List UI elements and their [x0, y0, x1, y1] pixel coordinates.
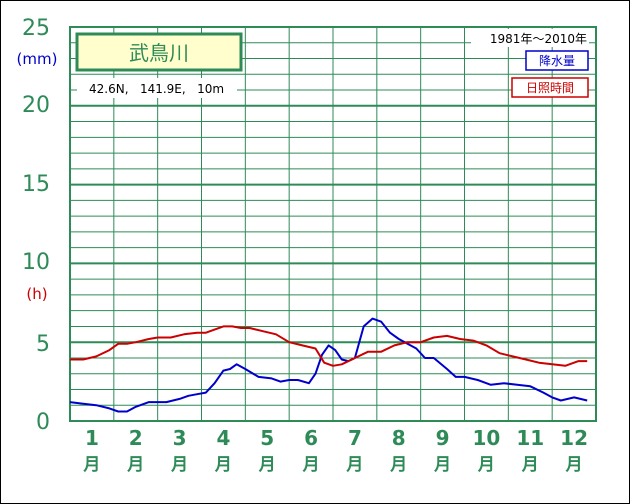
month-number-label: 12	[560, 426, 588, 450]
month-suffix-label: 月	[477, 455, 495, 475]
month-suffix-label: 月	[258, 455, 276, 475]
period-label: 1981年～2010年	[490, 32, 587, 46]
month-number-label: 7	[348, 426, 362, 450]
month-number-label: 2	[129, 426, 143, 450]
sun-series-line	[70, 325, 588, 367]
month-number-label: 5	[260, 426, 274, 450]
legend-rain-box	[525, 50, 589, 71]
chart-series	[69, 317, 588, 413]
y-tick-10: 10	[22, 250, 50, 275]
y-tick-0: 0	[36, 410, 50, 435]
month-number-label: 3	[173, 426, 187, 450]
rain-series-line	[69, 317, 588, 413]
month-suffix-label: 月	[521, 455, 539, 475]
month-suffix-label: 月	[433, 455, 451, 475]
y-tick-5: 5	[36, 332, 50, 357]
month-labels: 1 月 2 月 3 月 4 月 5 月 6 月 7 月 8 月 9 月 10 月 11 月 12 月	[82, 426, 588, 475]
month-number-label: 11	[516, 426, 544, 450]
month-suffix-label: 月	[214, 455, 232, 475]
period-box	[471, 29, 589, 47]
rain-unit-label: (mm)	[17, 50, 58, 68]
y-tick-25: 25	[22, 16, 50, 41]
y-tick-15: 15	[22, 172, 50, 197]
month-suffix-label: 月	[302, 455, 320, 475]
month-suffix-label: 月	[389, 455, 407, 475]
station-name-box	[75, 32, 243, 72]
month-number-label: 8	[392, 426, 406, 450]
month-suffix-label: 月	[565, 455, 583, 475]
y-tick-20: 20	[22, 93, 50, 118]
sun-unit-label: (h)	[26, 285, 47, 303]
month-suffix-label: 月	[82, 455, 100, 475]
month-number-label: 9	[436, 426, 450, 450]
month-suffix-label: 月	[170, 455, 188, 475]
month-number-label: 4	[216, 426, 230, 450]
month-suffix-label: 月	[345, 455, 363, 475]
legend-sun-box	[511, 77, 589, 98]
legend-sun-label: 日照時間	[526, 81, 574, 95]
month-suffix-label: 月	[126, 455, 144, 475]
month-number-label: 10	[472, 426, 500, 450]
station-name: 武鳥川	[129, 41, 189, 65]
legend-rain-label: 降水量	[539, 54, 575, 68]
coords-box	[77, 78, 237, 98]
month-number-label: 1	[85, 426, 99, 450]
month-number-label: 6	[304, 426, 318, 450]
station-coords: 42.6N, 141.9E, 10m	[89, 82, 224, 96]
